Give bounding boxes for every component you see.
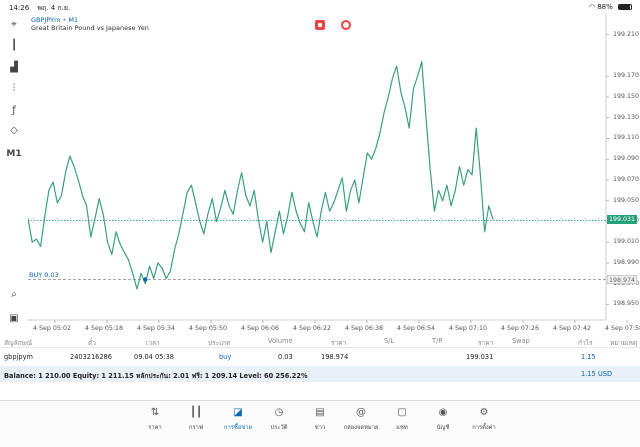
entry-marker (143, 277, 148, 282)
last-price-tag: 199.031 (607, 215, 637, 224)
quotes-icon: ⇅ (150, 407, 160, 418)
trade-icon: ◪ (233, 407, 243, 418)
price-tick-label: 198.990 (613, 258, 640, 266)
account-currency: USD (598, 370, 613, 378)
mailbox-icon: @ (356, 407, 366, 418)
time-tick-label: 4 Sep 06:06 (241, 325, 280, 332)
position-open-price: 198.974 (321, 353, 349, 361)
position-volume: 0.03 (278, 353, 293, 361)
price-chart[interactable]: GBPJPYm • M1 Great Britain Pound vs Japa… (28, 14, 640, 334)
nav-mailbox[interactable]: @ กล่องจดหมาย (341, 407, 381, 432)
candlestick-type-icon[interactable]: ┃ (10, 40, 18, 51)
nav-history[interactable]: ◷ ประวัติ (259, 407, 299, 432)
col-comment: หมายเหตุ (610, 339, 638, 347)
price-tick-label: 199.150 (613, 92, 640, 100)
price-tick-label: 199.090 (613, 155, 640, 163)
date: พฤ. 4 ก.ย. (37, 4, 71, 12)
battery-icon (618, 4, 632, 10)
clock: 14:26 (9, 4, 30, 12)
position-type: buy (219, 353, 232, 361)
chart-icon: ┃┃ (189, 407, 203, 418)
positions-panel: สัญลักษณ์ ตั๋ว เวลา ประเภท Volume ราคา S… (0, 334, 640, 386)
status-bar: 14:26 พฤ. 4 ก.ย. ◠ 88% (0, 0, 640, 14)
chart-symbol: GBPJPYm • M1 (31, 16, 79, 24)
indicators-icon[interactable]: ⫶ (12, 83, 16, 94)
order-price-tag: 198.974 (607, 275, 637, 284)
price-tick-label: 199.130 (613, 113, 640, 121)
wifi-icon: ◠ (588, 3, 595, 11)
col-swap: Swap (512, 337, 530, 345)
battery-level (619, 5, 630, 9)
nav-chat[interactable]: ▢ แชท (382, 407, 422, 432)
price-tick-label: 199.210 (613, 30, 640, 38)
objects-icon[interactable]: ◇ (10, 125, 18, 136)
position-row[interactable]: gbpjpym 2403216286 09.04 05:38 buy 0.03 … (0, 350, 640, 364)
time-tick-label: 4 Sep 07:10 (449, 325, 488, 332)
chart-symbol-description: Great Britain Pound vs Japanese Yen (31, 24, 149, 32)
position-ticket: 2403216286 (70, 353, 112, 361)
col-symbol: สัญลักษณ์ (4, 339, 33, 347)
position-symbol: gbpjpym (4, 353, 33, 361)
chart-toolbar: ⌖ ┃ ▟ ⫶ ƒ ◇ M1 ⌕ ▣ (0, 14, 28, 334)
bar-chart-icon[interactable]: ▟ (10, 62, 18, 73)
price-tick-label: 199.050 (613, 196, 640, 204)
one-click-trading-icon[interactable]: ▣ (9, 313, 19, 324)
position-time: 09.04 05:38 (134, 353, 174, 361)
col-volume: Volume (268, 337, 293, 345)
col-ticket: ตั๋ว (88, 339, 96, 347)
zoom-icon[interactable]: ⌕ (11, 289, 17, 300)
account-icon: ◉ (438, 407, 448, 418)
price-tick-label: 199.110 (613, 134, 640, 142)
order-label[interactable]: BUY 0.03 (29, 271, 59, 279)
col-open-price: ราคา (331, 339, 347, 347)
nav-chart[interactable]: ┃┃ กราฟ (176, 407, 216, 432)
time-tick-label: 4 Sep 05:34 (137, 325, 176, 332)
history-icon: ◷ (274, 407, 284, 418)
function-icon[interactable]: ƒ (12, 105, 16, 116)
price-tick-label: 199.070 (613, 175, 640, 183)
col-tp: T/P (432, 337, 443, 345)
nav-quotes[interactable]: ⇅ ราคา (135, 407, 175, 432)
price-line (28, 61, 494, 290)
chart-settings-button[interactable] (341, 20, 351, 30)
time-tick-label: 4 Sep 05:18 (85, 325, 124, 332)
time-tick-label: 4 Sep 05:50 (189, 325, 228, 332)
position-profit: 1.15 (581, 353, 596, 361)
balance-text: Balance: 1 210.00 Equity: 1 211.15 หลักป… (4, 372, 308, 380)
total-profit: 1.15 (581, 370, 596, 378)
timeframe-button[interactable]: M1 (6, 149, 22, 159)
time-tick-label: 4 Sep 06:54 (397, 325, 436, 332)
crosshair-icon[interactable]: ⌖ (11, 19, 17, 30)
time-tick-label: 4 Sep 07:26 (501, 325, 540, 332)
col-price: ราคา (478, 339, 494, 347)
position-price: 199.031 (466, 353, 494, 361)
nav-settings[interactable]: ⚙ การตั้งค่า (464, 407, 504, 432)
positions-header: สัญลักษณ์ ตั๋ว เวลา ประเภท Volume ราคา S… (0, 334, 640, 348)
col-profit: กำไร (578, 339, 593, 347)
time-tick-label: 4 Sep 06:22 (293, 325, 332, 332)
news-icon: ▤ (315, 407, 325, 418)
one-click-trade-button[interactable] (315, 20, 325, 30)
time-tick-label: 4 Sep 06:38 (345, 325, 384, 332)
settings-icon: ⚙ (479, 407, 489, 418)
bottom-navigation: ⇅ ราคา ┃┃ กราฟ ◪ การซื้อขาย ◷ ประวัติ ▤ … (0, 400, 640, 447)
nav-news[interactable]: ▤ ข่าว (300, 407, 340, 432)
col-sl: S/L (384, 337, 395, 345)
time-tick-label: 4 Sep 07:58 (605, 325, 640, 332)
time-tick-label: 4 Sep 05:02 (33, 325, 72, 332)
price-tick-label: 199.010 (613, 238, 640, 246)
col-type: ประเภท (208, 339, 231, 347)
col-time: เวลา (146, 339, 160, 347)
chart-canvas[interactable] (28, 14, 640, 334)
nav-account[interactable]: ◉ บัญชี (423, 407, 463, 432)
price-tick-label: 199.170 (613, 72, 640, 80)
nav-trade[interactable]: ◪ การซื้อขาย (218, 407, 258, 432)
balance-summary: Balance: 1 210.00 Equity: 1 211.15 หลักป… (0, 366, 640, 382)
battery-percent: 88% (597, 3, 613, 11)
price-tick-label: 198.950 (613, 300, 640, 308)
time-tick-label: 4 Sep 07:42 (553, 325, 592, 332)
chat-icon: ▢ (397, 407, 407, 418)
